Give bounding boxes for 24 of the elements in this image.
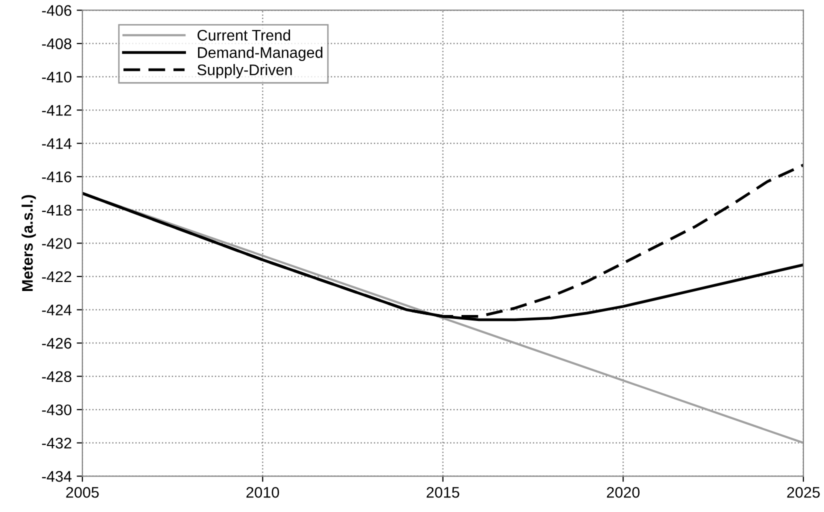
y-tick-label: -428 <box>42 371 72 382</box>
y-tick-label: -406 <box>42 5 72 16</box>
x-tick-label: 2025 <box>787 486 820 498</box>
y-axis-title: Meters (a.s.l.) <box>22 195 36 291</box>
legend-label: Current Trend <box>198 29 290 41</box>
y-tick-label: -416 <box>42 172 72 182</box>
x-tick-label: 2010 <box>246 486 280 498</box>
y-tick-label: -414 <box>42 138 72 149</box>
y-tick-label: -408 <box>42 38 72 50</box>
y-tick-label: -420 <box>42 238 72 249</box>
y-tick-label: -412 <box>42 104 72 116</box>
x-tick-label: 2015 <box>426 486 460 498</box>
y-tick-label: -426 <box>42 338 72 349</box>
y-tick-label: -418 <box>42 204 72 216</box>
y-tick-label: -422 <box>42 271 72 282</box>
x-tick-label: 2020 <box>606 486 640 498</box>
y-tick-label: -410 <box>42 72 72 82</box>
y-tick-label: -424 <box>42 304 72 316</box>
y-tick-label: -430 <box>42 404 72 416</box>
legend-label: Supply-Driven <box>197 64 292 78</box>
x-tick-label: 2005 <box>66 486 99 498</box>
legend-label: Demand-Managed <box>198 46 322 61</box>
y-tick-label: -434 <box>42 471 72 482</box>
y-tick-label: -432 <box>42 438 72 449</box>
